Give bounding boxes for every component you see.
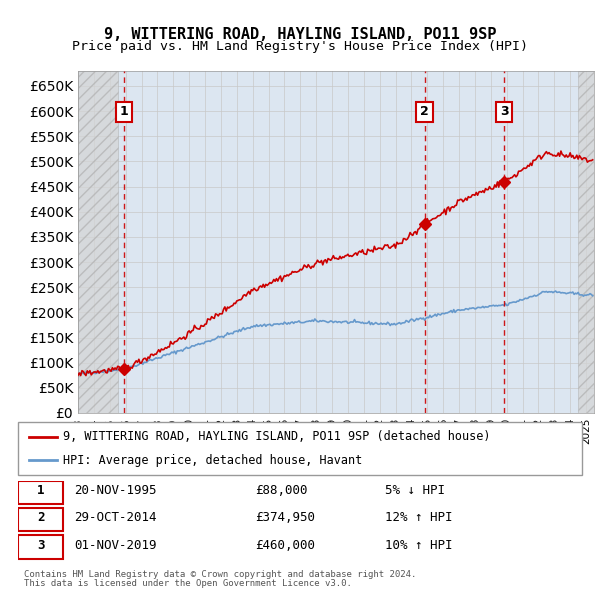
Text: £88,000: £88,000 [255, 484, 307, 497]
Text: 9, WITTERING ROAD, HAYLING ISLAND, PO11 9SP (detached house): 9, WITTERING ROAD, HAYLING ISLAND, PO11 … [63, 430, 491, 443]
FancyBboxPatch shape [18, 535, 63, 559]
Text: 3: 3 [37, 539, 44, 552]
FancyBboxPatch shape [18, 481, 63, 504]
Text: This data is licensed under the Open Government Licence v3.0.: This data is licensed under the Open Gov… [24, 579, 352, 588]
Text: £374,950: £374,950 [255, 512, 315, 525]
Text: 3: 3 [500, 106, 508, 119]
Text: 9, WITTERING ROAD, HAYLING ISLAND, PO11 9SP: 9, WITTERING ROAD, HAYLING ISLAND, PO11 … [104, 27, 496, 41]
Text: Price paid vs. HM Land Registry's House Price Index (HPI): Price paid vs. HM Land Registry's House … [72, 40, 528, 53]
Text: HPI: Average price, detached house, Havant: HPI: Average price, detached house, Hava… [63, 454, 362, 467]
Text: 1: 1 [37, 484, 44, 497]
Text: 10% ↑ HPI: 10% ↑ HPI [385, 539, 452, 552]
Text: £460,000: £460,000 [255, 539, 315, 552]
Text: 5% ↓ HPI: 5% ↓ HPI [385, 484, 445, 497]
Bar [78, 71, 118, 413]
Bar [578, 71, 594, 413]
Text: 2: 2 [37, 512, 44, 525]
Text: 2: 2 [420, 106, 429, 119]
Text: 1: 1 [119, 106, 128, 119]
Bar [78, 71, 118, 413]
Text: 12% ↑ HPI: 12% ↑ HPI [385, 512, 452, 525]
Text: Contains HM Land Registry data © Crown copyright and database right 2024.: Contains HM Land Registry data © Crown c… [24, 571, 416, 579]
Text: 29-OCT-2014: 29-OCT-2014 [74, 512, 157, 525]
FancyBboxPatch shape [18, 508, 63, 532]
Text: 20-NOV-1995: 20-NOV-1995 [74, 484, 157, 497]
Text: 01-NOV-2019: 01-NOV-2019 [74, 539, 157, 552]
FancyBboxPatch shape [18, 422, 582, 475]
